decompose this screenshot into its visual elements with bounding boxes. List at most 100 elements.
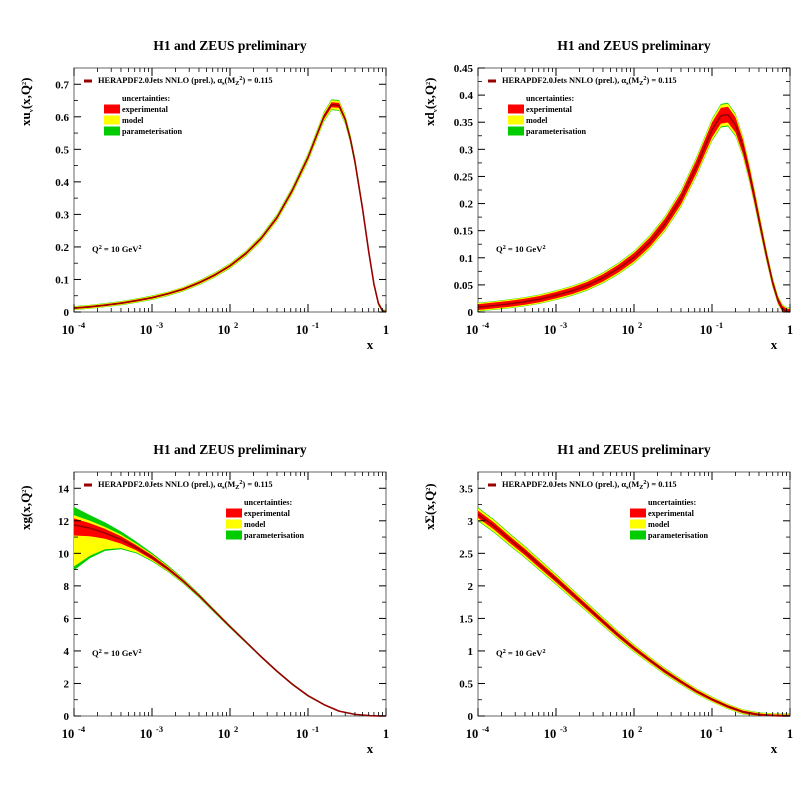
- x-tick-label: 10: [466, 323, 479, 337]
- y-axis: 0 0.05 0.1 0.15 0.2 0.25 0.3 0.35 0.4 0.45: [454, 63, 790, 319]
- legend-uncertainties-header: uncertainties:: [244, 498, 292, 507]
- q2-annotation: Q2 = 10 GeV2: [496, 244, 546, 254]
- y-tick-label: 0: [468, 711, 474, 723]
- x-axis: 10 -4 10 -3 10 2 10 -1 1: [466, 68, 793, 337]
- x-tick-label: 10: [218, 727, 231, 741]
- y-axis: 0 0.5 1 1.5 2 2.5 3 3.5: [459, 483, 790, 723]
- x-tick-exponent: -4: [78, 320, 86, 330]
- y-tick-label: 0.2: [55, 242, 69, 254]
- legend-model-label: HERAPDF2.0Jets NNLO (prel.), αs(MZ2) = 0…: [502, 479, 677, 491]
- legend-line-marker: [488, 483, 496, 487]
- legend-label-experimental: experimental: [244, 509, 291, 518]
- plot-down-valence: H1 and ZEUS preliminary 0 0.05 0.1 0.15 0.2 0.…: [422, 38, 793, 352]
- x-tick-exponent: -3: [156, 724, 163, 734]
- x-tick-label: 10: [62, 323, 75, 337]
- plot-up-valence: H1 and ZEUS preliminary00.10.20.30.40.50…: [18, 38, 389, 352]
- panel-up-valence: H1 and ZEUS preliminary 0 0.1 0.2 0.3 0.4 0.5 0…: [0, 0, 404, 404]
- legend: HERAPDF2.0Jets NNLO (prel.), αs(MZ2) = 0…: [488, 479, 708, 540]
- legend-line-marker: [488, 79, 496, 83]
- legend-swatch-model: [104, 115, 120, 125]
- x-tick-exponent: -1: [716, 724, 723, 734]
- uncertainty-bands: [478, 102, 790, 313]
- legend-label-experimental: experimental: [526, 105, 573, 114]
- y-tick-label: 1.5: [459, 613, 473, 625]
- x-tick-label: 10: [140, 727, 153, 741]
- x-tick-exponent: -3: [560, 320, 567, 330]
- x-tick-label: 10: [296, 727, 309, 741]
- y-tick-label: 0.35: [454, 117, 474, 129]
- x-axis-title: x: [771, 337, 778, 352]
- legend-label-experimental: experimental: [648, 509, 695, 518]
- legend-swatch-experimental: [508, 104, 524, 114]
- x-tick-exponent: -1: [716, 320, 723, 330]
- x-tick-label: 1: [383, 323, 389, 337]
- legend-swatch-experimental: [104, 104, 120, 114]
- y-tick-label: 0.45: [454, 63, 474, 75]
- legend-model-label: HERAPDF2.0Jets NNLO (prel.), αs(MZ2) = 0…: [98, 75, 273, 87]
- y-tick-label: 0.5: [55, 144, 69, 156]
- legend-label-experimental: experimental: [122, 105, 169, 114]
- legend-label-model: model: [244, 520, 266, 529]
- y-axis-title: xg(x,Q2): [18, 485, 33, 530]
- band-parameterisation: [74, 99, 386, 312]
- legend-line-marker: [84, 483, 92, 487]
- y-tick-label: 0.1: [459, 253, 473, 265]
- x-tick-exponent: -4: [482, 320, 490, 330]
- x-tick-label: 10: [218, 323, 231, 337]
- legend-swatch-parameterisation: [630, 530, 646, 540]
- y-tick-label: 0.5: [459, 678, 473, 690]
- y-tick-label: 0.1: [55, 274, 69, 286]
- band-parameterisation: [478, 102, 790, 313]
- central-curve: [73, 103, 387, 313]
- legend: HERAPDF2.0Jets NNLO (prel.), αs(MZ2) = 0…: [84, 75, 273, 136]
- y-tick-label: 10: [58, 548, 70, 560]
- y-axis-title: xdv(x,Q2): [422, 78, 439, 126]
- y-tick-label: 1: [468, 646, 474, 658]
- y-tick-label: 0.4: [459, 90, 473, 102]
- x-tick-exponent: -3: [560, 724, 567, 734]
- x-tick-label: 1: [787, 727, 793, 741]
- x-tick-exponent: -3: [156, 320, 163, 330]
- x-tick-label: 10: [700, 323, 713, 337]
- band-model: [478, 103, 790, 313]
- x-tick-label: 10: [296, 323, 309, 337]
- panel-title: H1 and ZEUS preliminary: [557, 442, 710, 457]
- legend-model-label: HERAPDF2.0Jets NNLO (prel.), αs(MZ2) = 0…: [502, 75, 677, 87]
- legend-label-parameterisation: parameterisation: [244, 531, 304, 540]
- legend: HERAPDF2.0Jets NNLO (prel.), αs(MZ2) = 0…: [84, 479, 304, 540]
- legend-model-label: HERAPDF2.0Jets NNLO (prel.), αs(MZ2) = 0…: [98, 479, 273, 491]
- legend-swatch-parameterisation: [226, 530, 242, 540]
- panel-title: H1 and ZEUS preliminary: [557, 38, 710, 53]
- band-experimental: [478, 510, 790, 716]
- panel-singlet: H1 and ZEUS preliminary 0 0.5 1 1.5 2 2.5 3 3.5 x…: [404, 404, 808, 808]
- legend-swatch-model: [226, 519, 242, 529]
- x-tick-exponent: 2: [638, 724, 642, 734]
- y-tick-label: 12: [58, 516, 70, 528]
- q2-annotation: Q2 = 10 GeV2: [92, 648, 142, 658]
- y-tick-label: 2.5: [459, 548, 473, 560]
- y-tick-label: 0.7: [55, 79, 69, 91]
- q2-annotation: Q2 = 10 GeV2: [496, 648, 546, 658]
- band-model: [74, 100, 386, 312]
- legend-label-model: model: [122, 116, 144, 125]
- y-tick-label: 2: [64, 678, 70, 690]
- y-tick-label: 0.6: [55, 112, 69, 124]
- y-tick-label: 4: [64, 646, 70, 658]
- plot-singlet: H1 and ZEUS preliminary 0 0.5 1 1.5 2 2.5 3 3.5 x…: [422, 442, 793, 756]
- y-axis: 0 2 4 6 8 10 12 14: [58, 483, 386, 723]
- y-tick-label: 0.05: [454, 280, 474, 292]
- band-model: [74, 515, 386, 716]
- y-tick-label: 14: [58, 483, 70, 495]
- legend-line-marker: [84, 79, 92, 83]
- x-tick-label: 10: [544, 727, 557, 741]
- y-axis: 0 0.1 0.2 0.3 0.4 0.5 0.6 0.7: [55, 79, 386, 319]
- x-tick-label: 10: [544, 323, 557, 337]
- legend-uncertainties-header: uncertainties:: [526, 94, 574, 103]
- legend: HERAPDF2.0Jets NNLO (prel.), αs(MZ2) = 0…: [488, 75, 677, 136]
- legend-uncertainties-header: uncertainties:: [648, 498, 696, 507]
- legend-swatch-parameterisation: [508, 126, 524, 136]
- y-tick-label: 0.25: [454, 171, 474, 183]
- x-axis: 10 -4 10 -3 10 2 10 -1 1: [62, 68, 389, 337]
- panel-title: H1 and ZEUS preliminary: [153, 442, 306, 457]
- x-tick-label: 10: [700, 727, 713, 741]
